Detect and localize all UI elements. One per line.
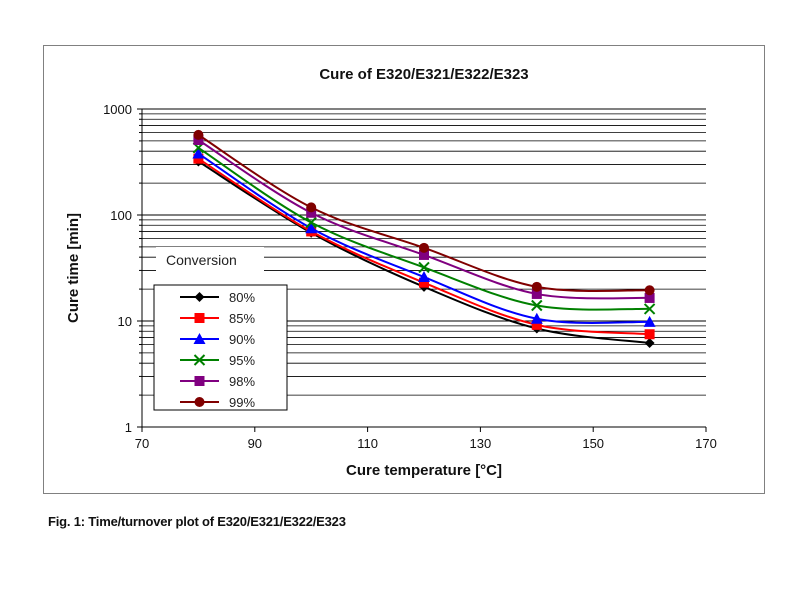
legend-label: 95% [229, 353, 255, 368]
series-90-pct [192, 147, 656, 327]
chart-title: Cure of E320/E321/E322/E323 [319, 66, 528, 83]
chart-frame: Cure of E320/E321/E322/E323 1 10 100 1000 70 9… [43, 45, 765, 494]
data-point [193, 153, 204, 164]
data-point [419, 277, 429, 288]
data-point [305, 222, 318, 234]
legend-title-box [156, 247, 264, 273]
legend-item: 98% [180, 374, 255, 389]
y-tick-label: 100 [110, 208, 132, 223]
legend-marker [194, 376, 205, 386]
y-axis-label: Cure time [min] [65, 213, 82, 323]
y-tick-label: 10 [118, 314, 132, 329]
data-point [644, 329, 655, 340]
x-tick-label: 70 [135, 436, 149, 451]
legend-marker [193, 333, 206, 344]
legend-label: 90% [229, 332, 255, 347]
data-point [419, 242, 429, 253]
legend-item: 95% [180, 353, 255, 368]
figure-caption: Fig. 1: Time/turnover plot of E320/E321/… [48, 514, 346, 529]
x-tick-label: 150 [582, 436, 604, 451]
legend-title: Conversion [166, 252, 237, 268]
data-point [644, 292, 655, 303]
data-point [644, 285, 655, 296]
data-point [531, 319, 542, 330]
data-point [306, 202, 317, 213]
data-point [531, 281, 542, 292]
data-point [643, 315, 656, 327]
x-tick-label: 170 [695, 436, 717, 451]
legend-marker [193, 354, 206, 366]
x-axis-label: Cure temperature [°C] [346, 462, 502, 479]
data-point [306, 207, 317, 218]
legend-item: 99% [180, 395, 255, 410]
data-point [643, 303, 656, 315]
legend-marker [194, 313, 205, 323]
x-tick-label: 110 [357, 436, 378, 451]
data-point [192, 147, 205, 159]
data-point [193, 129, 204, 140]
data-point [419, 249, 429, 260]
legend-label: 98% [229, 374, 255, 389]
legend-item: 80% [180, 290, 255, 305]
series-98-pct [193, 134, 655, 303]
legend-box [153, 284, 288, 411]
data-point [418, 271, 430, 283]
y-tick-label: 1 [125, 420, 132, 435]
legend-label: 99% [229, 395, 255, 410]
data-point [644, 338, 655, 349]
x-tick-label: 130 [470, 436, 492, 451]
y-tick-label: 1000 [103, 102, 132, 117]
data-point [193, 134, 204, 145]
data-point [531, 299, 543, 312]
data-point [531, 288, 542, 299]
legend-label: 85% [229, 311, 255, 326]
legend-item: 85% [180, 311, 255, 326]
legend: Conversion 80% 85% 90% 95% 98% 99% [153, 247, 288, 411]
legend-item: 90% [180, 332, 255, 347]
data-point [530, 312, 543, 324]
legend-marker [194, 292, 205, 302]
data-point [418, 261, 430, 274]
series-99-pct [193, 129, 655, 296]
x-tick-label: 90 [248, 436, 262, 451]
legend-marker [194, 397, 205, 407]
legend-label: 80% [229, 290, 255, 305]
data-point [305, 216, 317, 229]
